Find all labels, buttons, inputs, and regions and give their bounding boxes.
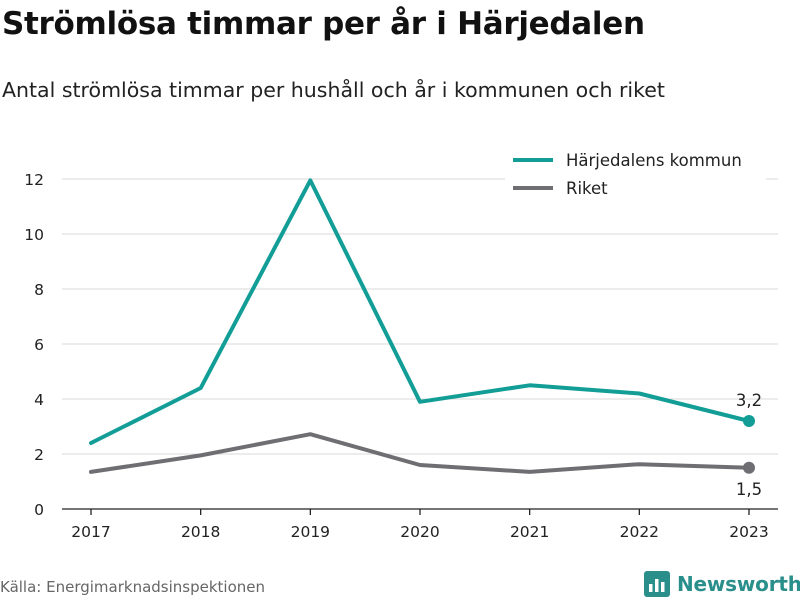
y-tick-label: 4 bbox=[34, 391, 44, 409]
x-tick-label: 2022 bbox=[620, 523, 659, 541]
series-line-kommun bbox=[89, 178, 751, 445]
y-axis-ticks: 0 2 4 6 8 10 12 bbox=[24, 171, 44, 519]
x-tick-label: 2021 bbox=[510, 523, 549, 541]
source-note: Källa: Energimarknadsinspektionen bbox=[0, 578, 266, 596]
legend-entry: Riket bbox=[566, 179, 608, 198]
y-tick-label: 0 bbox=[34, 501, 44, 519]
series-line-riket bbox=[89, 432, 751, 474]
end-point-marker bbox=[743, 461, 755, 474]
chart-subtitle: Antal strömlösa timmar per hushåll och å… bbox=[2, 78, 665, 102]
line-chart: 0 2 4 6 8 10 12 2017 2018 2019 2020 2021 2022 2023 3… bbox=[24, 146, 778, 541]
x-tick-label: 2023 bbox=[729, 523, 768, 541]
brand-logo: Newsworthy bbox=[644, 568, 800, 600]
bar-chart-logo-icon bbox=[644, 571, 670, 597]
x-tick-label: 2017 bbox=[71, 523, 110, 541]
brand-name: Newsworthy bbox=[677, 572, 800, 596]
series-lines: 3,2 1,5 bbox=[89, 178, 762, 499]
end-point-marker bbox=[743, 415, 755, 427]
x-tick-label: 2020 bbox=[400, 523, 439, 541]
x-axis: 2017 2018 2019 2020 2021 2022 2023 bbox=[62, 508, 778, 541]
x-tick-label: 2018 bbox=[181, 523, 220, 541]
legend-background bbox=[505, 146, 766, 202]
y-tick-label: 10 bbox=[24, 226, 44, 244]
end-value-label: 3,2 bbox=[736, 391, 762, 410]
x-tick-label: 2019 bbox=[291, 523, 330, 541]
chart-title: Strömlösa timmar per år i Härjedalen bbox=[2, 6, 645, 42]
end-value-label: 1,5 bbox=[736, 480, 762, 499]
y-tick-label: 8 bbox=[34, 281, 44, 299]
y-tick-label: 2 bbox=[34, 446, 44, 464]
legend-entry: Härjedalens kommun bbox=[566, 151, 742, 170]
gridlines bbox=[62, 178, 778, 455]
legend: Härjedalens kommun Riket bbox=[505, 146, 766, 202]
y-tick-label: 6 bbox=[34, 336, 44, 354]
y-tick-label: 12 bbox=[24, 171, 44, 189]
